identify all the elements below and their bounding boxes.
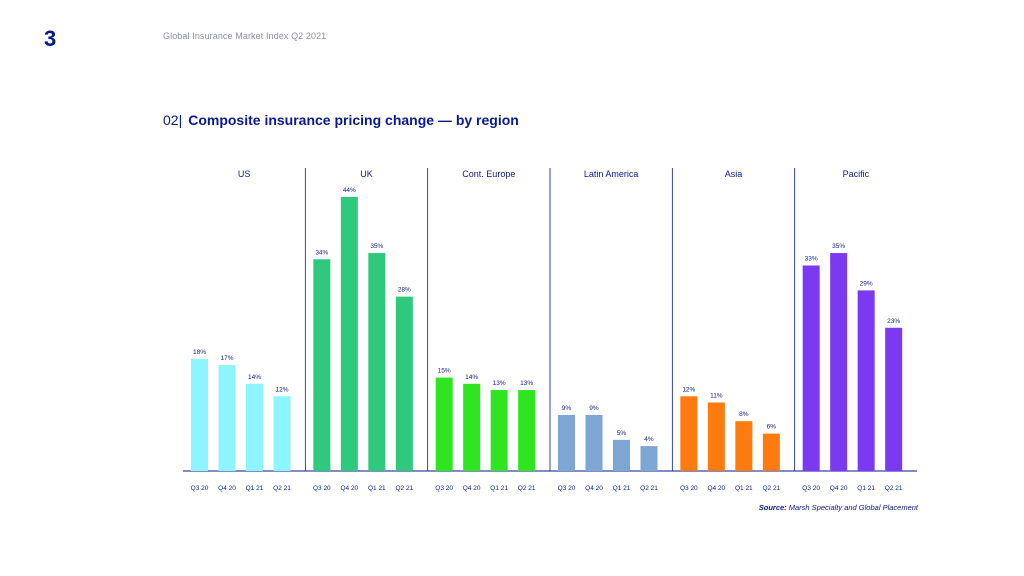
value-label: 35% [832,243,845,250]
tick-label: Q3 20 [435,485,453,492]
tick-label: Q4 20 [707,485,725,492]
region-label: Pacific [843,169,870,179]
tick-label: Q2 21 [885,485,903,492]
value-label: 9% [589,405,599,412]
value-label: 8% [739,411,749,418]
bar [735,421,753,471]
tick-label: Q3 20 [558,485,576,492]
bar [640,446,658,471]
chart-number: 02| [163,112,183,128]
bar [490,390,508,471]
source-note: Source: Marsh Specialty and Global Place… [759,503,918,512]
value-label: 15% [438,368,451,375]
value-label: 14% [465,374,478,381]
tick-label: Q4 20 [585,485,603,492]
chart-heading: 02| Composite insurance pricing change — … [163,112,519,128]
value-label: 13% [493,380,506,387]
tick-label: Q4 20 [463,485,481,492]
bar [435,377,453,471]
value-label: 18% [193,349,206,356]
value-label: 11% [710,393,723,400]
value-label: 34% [315,249,328,256]
value-label: 12% [682,386,695,393]
bar [463,383,481,471]
bar [585,414,603,471]
source-text: Marsh Specialty and Global Placement [788,503,918,512]
value-label: 29% [860,280,873,287]
header-title: Global Insurance Market Index Q2 2021 [163,31,327,41]
value-label: 44% [343,187,356,194]
value-label: 17% [220,355,233,362]
tick-label: Q1 21 [613,485,631,492]
value-label: 23% [887,318,900,325]
value-label: 4% [644,436,654,443]
bar [395,296,413,471]
tick-label: Q2 21 [395,485,413,492]
tick-label: Q2 21 [762,485,780,492]
region-label: US [238,169,251,179]
bar [558,414,575,471]
value-label: 28% [398,287,411,294]
value-label: 9% [562,405,572,412]
bar [368,253,386,471]
value-label: 12% [275,386,288,393]
tick-label: Q4 20 [218,485,236,492]
value-label: 33% [805,256,818,263]
bar [613,439,630,471]
tick-label: Q1 21 [368,485,386,492]
tick-label: Q3 20 [313,485,331,492]
tick-label: Q4 20 [340,485,358,492]
tick-label: Q1 21 [490,485,508,492]
region-label: UK [360,169,373,179]
bar [218,365,236,471]
tick-label: Q4 20 [830,485,848,492]
bar [707,402,725,471]
bar [762,433,780,471]
value-label: 35% [370,243,383,250]
bar [246,383,263,471]
bar [857,290,875,471]
tick-label: Q2 21 [640,485,658,492]
source-label: Source: [758,503,787,512]
value-label: 14% [248,374,261,381]
tick-label: Q2 21 [273,485,291,492]
region-label: Latin America [584,169,639,179]
bar [340,197,358,471]
bar [802,265,820,471]
bar [518,390,536,471]
tick-label: Q2 21 [518,485,536,492]
tick-label: Q3 20 [680,485,698,492]
region-label: Asia [725,169,743,179]
tick-label: Q1 21 [735,485,753,492]
tick-label: Q1 21 [857,485,875,492]
bar [885,327,903,471]
value-label: 13% [520,380,533,387]
region-label: Cont. Europe [462,169,515,179]
bar [191,358,208,471]
value-label: 6% [767,424,777,431]
chart-title: Composite insurance pricing change — by … [188,112,519,128]
tick-label: Q3 20 [191,485,209,492]
bar [680,396,698,471]
tick-label: Q1 21 [246,485,264,492]
bar [830,253,848,471]
bar [273,396,291,471]
page-number: 3 [44,26,57,51]
value-label: 5% [617,430,627,437]
tick-label: Q3 20 [802,485,820,492]
bar [313,259,331,471]
